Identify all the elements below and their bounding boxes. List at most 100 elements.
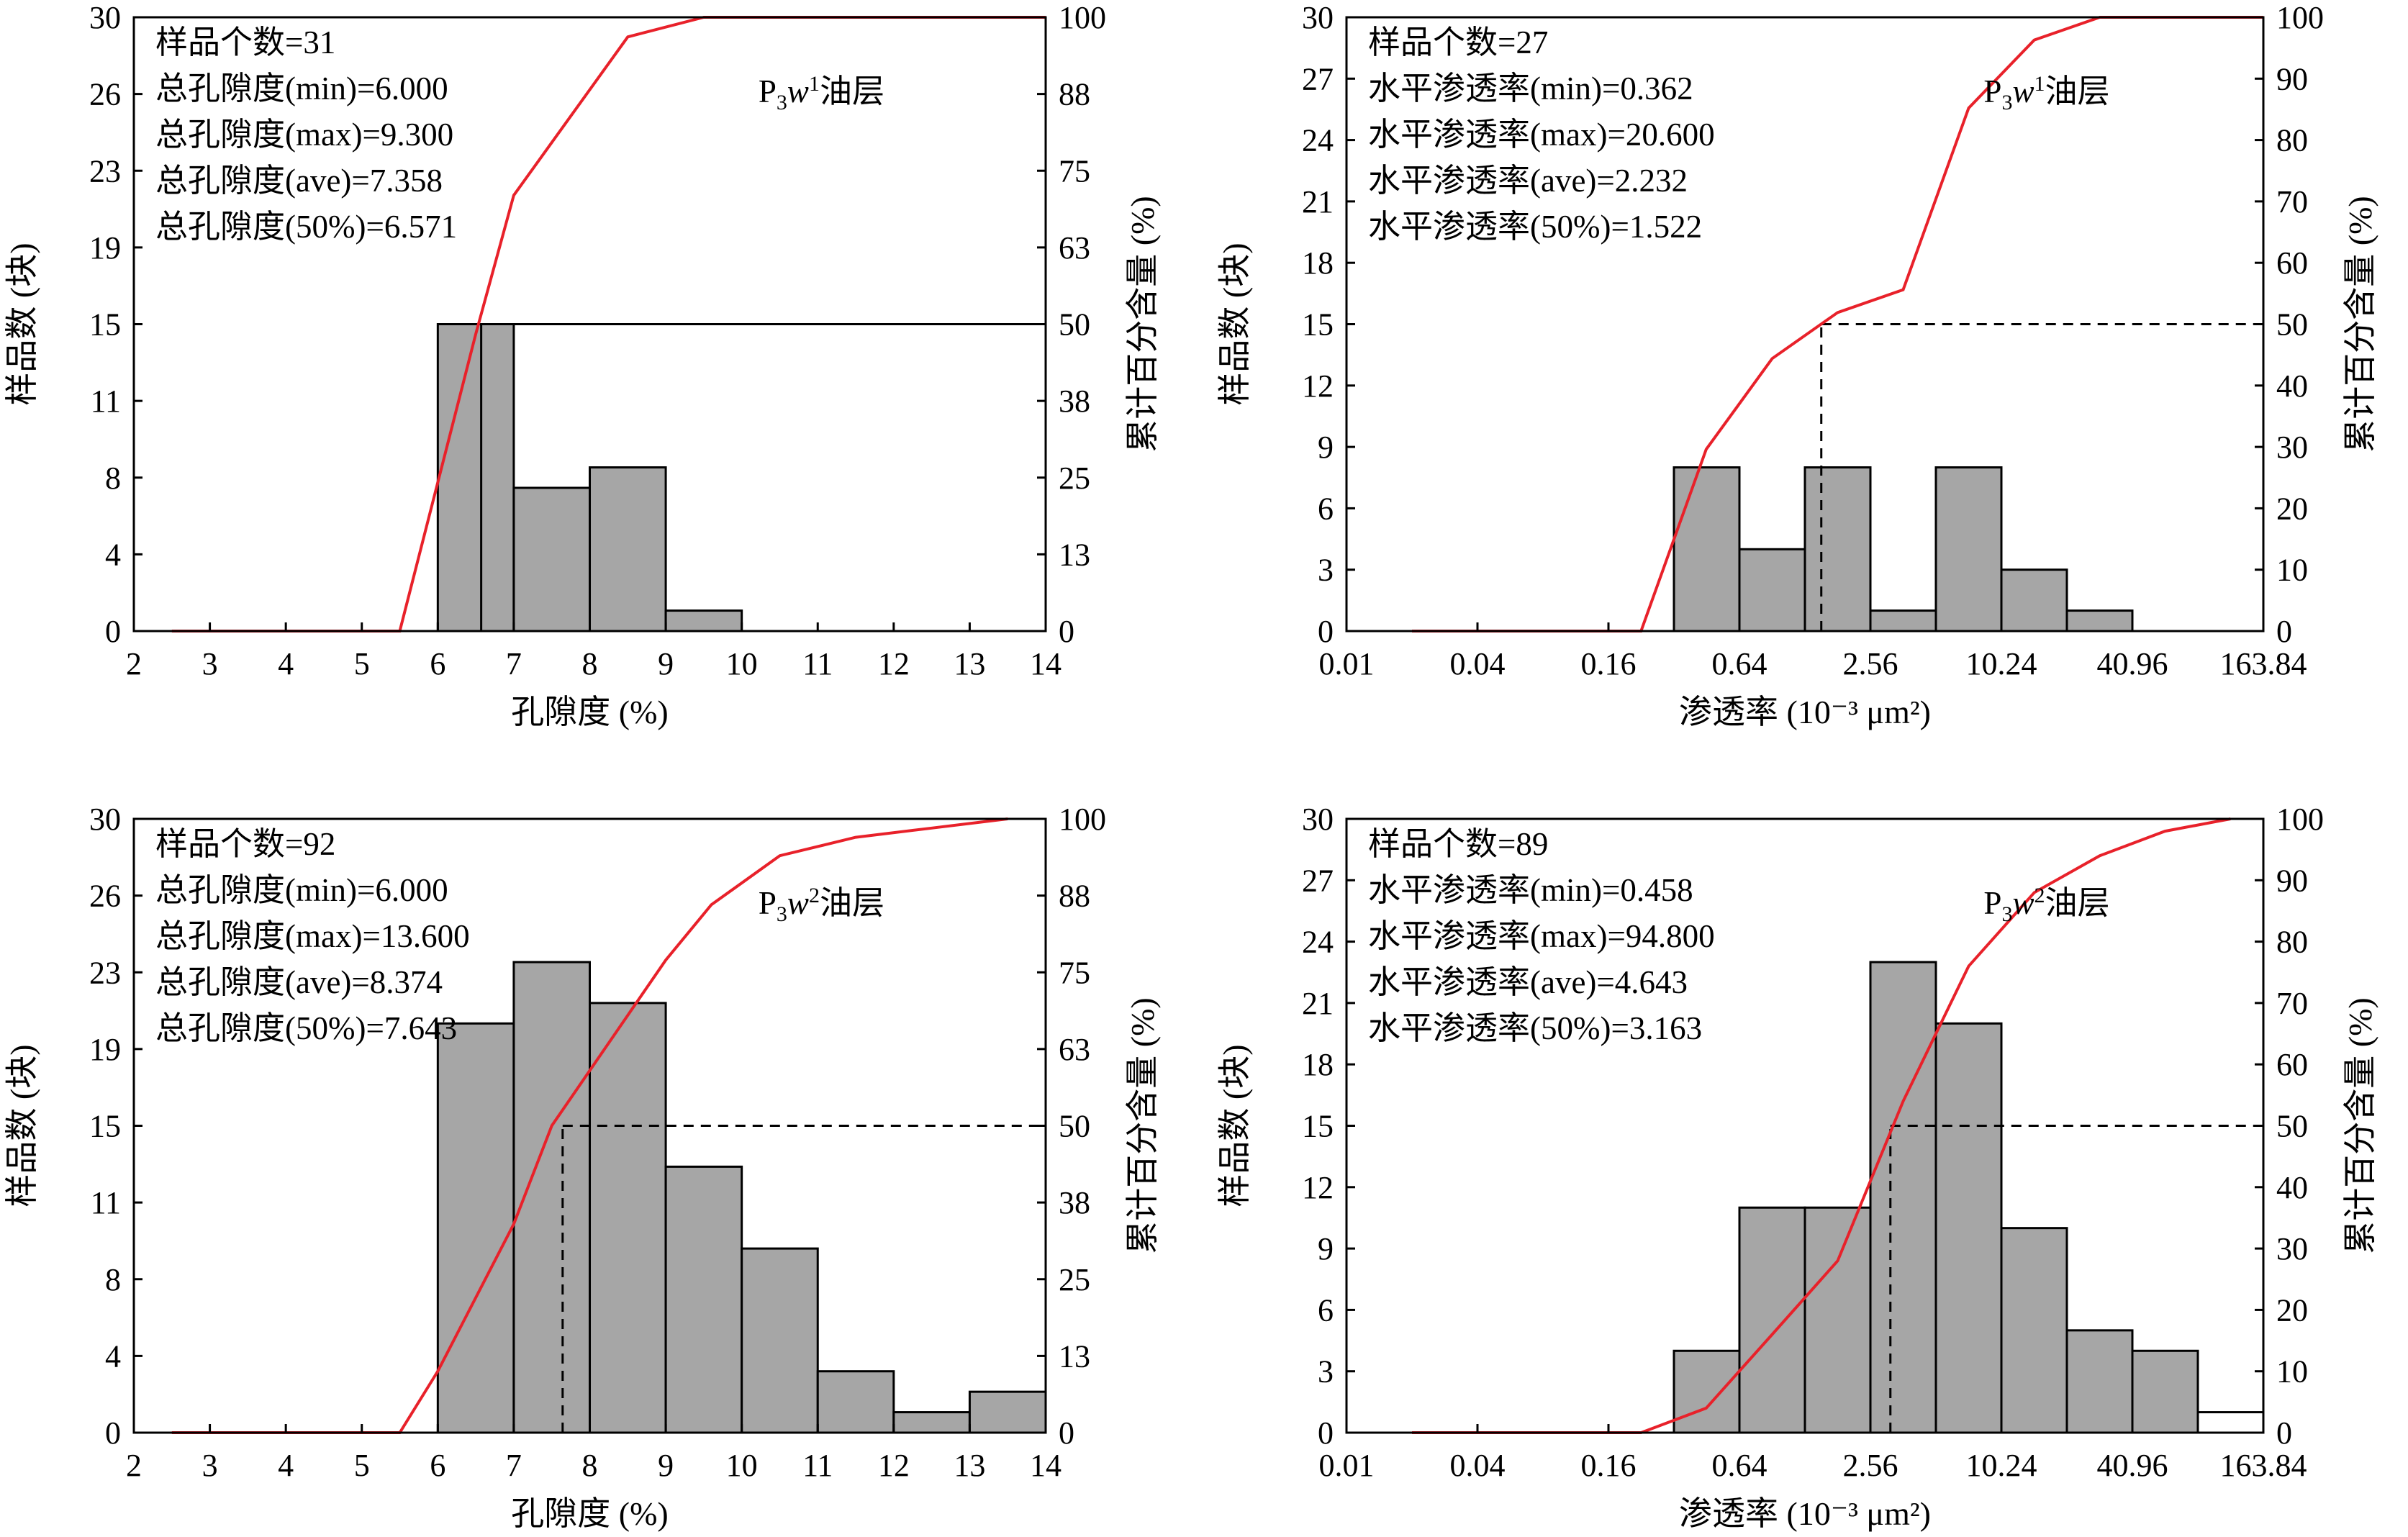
- y2-tick-label: 60: [2276, 1047, 2308, 1082]
- y2-tick-label: 100: [1059, 0, 1106, 35]
- stats-text: 水平渗透率(max)=20.600: [1368, 117, 1715, 153]
- y-tick-label: 3: [1318, 1354, 1334, 1389]
- y2-tick-label: 63: [1059, 1032, 1090, 1067]
- y2-tick-label: 100: [1059, 802, 1106, 837]
- y2-tick-label: 20: [2276, 1292, 2308, 1328]
- y-tick-label: 24: [1302, 925, 1334, 960]
- stats-text: 水平渗透率(max)=94.800: [1368, 918, 1715, 954]
- y-tick-label: 19: [89, 230, 121, 266]
- y2-tick-label: 70: [2276, 184, 2308, 219]
- x-tick-label: 4: [278, 1448, 294, 1483]
- x-tick-label: 8: [582, 646, 598, 681]
- y2-tick-label: 0: [1059, 614, 1074, 649]
- y-tick-label: 15: [89, 1109, 121, 1144]
- histogram-bar: [968, 1390, 1047, 1434]
- stats-text: 水平渗透率(50%)=3.163: [1368, 1010, 1702, 1046]
- x-tick-label: 7: [506, 646, 522, 681]
- stats-text: 总孔隙度(ave)=8.374: [155, 964, 443, 1000]
- stats-text: 总孔隙度(max)=9.300: [155, 117, 453, 153]
- stats-text: 样品个数=31: [155, 24, 335, 60]
- x-tick-label: 10: [726, 1448, 758, 1483]
- stats-text: 总孔隙度(50%)=6.571: [155, 209, 457, 245]
- x-tick-label: 10: [726, 646, 758, 681]
- chart-panel-p3: 2 3 4 5 6 7 8 9 10 11 12 13 140481115192326300132538…: [4, 802, 1161, 1532]
- histogram-bar: [2065, 1329, 2134, 1434]
- x-tick-label: 6: [430, 646, 445, 681]
- y2-tick-label: 40: [2276, 368, 2308, 404]
- x-tick-label: 7: [506, 1448, 522, 1483]
- y-tick-label: 21: [1302, 986, 1334, 1021]
- x-tick-label: 40.96: [2097, 646, 2168, 681]
- y-tick-label: 0: [105, 614, 121, 649]
- histogram-bar: [2131, 1349, 2199, 1434]
- x-tick-label: 163.84: [2220, 646, 2307, 681]
- y-tick-label: 27: [1302, 61, 1334, 96]
- y-axis-label: 样品数 (块): [4, 242, 40, 405]
- cumulative-curve: [171, 817, 1008, 1434]
- y2-tick-label: 50: [2276, 1109, 2308, 1144]
- histogram-bar: [436, 1022, 515, 1434]
- histogram-bar: [436, 323, 515, 633]
- y-tick-label: 15: [1302, 307, 1334, 343]
- x-tick-label: 2: [126, 1448, 142, 1483]
- y2-tick-label: 60: [2276, 245, 2308, 281]
- x-tick-label: 11: [802, 1448, 833, 1483]
- y-tick-label: 0: [1318, 614, 1334, 649]
- y-tick-label: 4: [105, 537, 121, 572]
- y-axis-label: 样品数 (块): [1216, 242, 1253, 405]
- stats-text: 总孔隙度(min)=6.000: [155, 872, 448, 908]
- x-tick-label: 0.16: [1581, 646, 1637, 681]
- y-tick-label: 4: [105, 1338, 121, 1374]
- y2-tick-label: 90: [2276, 863, 2308, 898]
- y-tick-label: 18: [1302, 245, 1334, 281]
- layer-label: P3w2油层: [1983, 884, 2109, 926]
- y-tick-label: 30: [89, 0, 121, 35]
- y2-tick-label: 100: [2276, 802, 2324, 837]
- layer-label: P3w1油层: [1983, 72, 2109, 114]
- chart-panel-p2: 0.01 0.04 0.16 0.64 2.56 10.24 40.96 163.840369…: [1216, 0, 2378, 730]
- stats-text: 样品个数=92: [155, 826, 335, 862]
- histogram-bar: [1934, 1022, 2003, 1434]
- y-tick-label: 3: [1318, 553, 1334, 588]
- histogram-bar: [664, 609, 743, 633]
- y-tick-label: 30: [1302, 0, 1334, 35]
- y2-tick-label: 10: [2276, 1354, 2308, 1389]
- histogram-bar: [1803, 466, 1872, 633]
- y-tick-label: 8: [105, 1262, 121, 1297]
- x-tick-label: 13: [954, 1448, 985, 1483]
- y-tick-label: 11: [91, 384, 121, 419]
- y-tick-label: 23: [89, 955, 121, 990]
- y-tick-label: 30: [89, 802, 121, 837]
- y2-tick-label: 50: [1059, 307, 1090, 343]
- y-tick-label: 0: [1318, 1415, 1334, 1451]
- y-tick-label: 23: [89, 153, 121, 189]
- stats-text: 总孔隙度(min)=6.000: [155, 71, 448, 106]
- y-tick-label: 8: [105, 461, 121, 496]
- y2-tick-label: 100: [2276, 0, 2324, 35]
- y-tick-label: 21: [1302, 184, 1334, 219]
- y2-tick-label: 70: [2276, 986, 2308, 1021]
- y2-tick-label: 0: [1059, 1415, 1074, 1451]
- x-axis-label: 孔隙度 (%): [511, 1495, 668, 1532]
- y2-tick-label: 38: [1059, 1185, 1090, 1220]
- chart-panel-p4: 0.01 0.04 0.16 0.64 2.56 10.24 40.96 163.840369…: [1216, 802, 2378, 1532]
- histogram-bar: [816, 1370, 895, 1434]
- x-tick-label: 0.16: [1581, 1448, 1637, 1483]
- layer-label: P3w2油层: [759, 884, 884, 926]
- stats-text: 水平渗透率(min)=0.458: [1368, 872, 1693, 908]
- x-tick-label: 5: [354, 646, 370, 681]
- x-tick-label: 8: [582, 1448, 598, 1483]
- y2-tick-label: 20: [2276, 491, 2308, 526]
- y-tick-label: 15: [89, 307, 121, 343]
- x-tick-label: 6: [430, 1448, 445, 1483]
- histogram-bar: [664, 1165, 743, 1434]
- histogram-bar: [512, 486, 592, 633]
- x-tick-label: 9: [658, 646, 674, 681]
- y-tick-label: 12: [1302, 1170, 1334, 1205]
- y-tick-label: 9: [1318, 430, 1334, 465]
- y-tick-label: 19: [89, 1032, 121, 1067]
- layer-label: P3w1油层: [759, 72, 884, 114]
- histogram-bar: [2000, 1227, 2068, 1434]
- y-tick-label: 30: [1302, 802, 1334, 837]
- x-tick-label: 12: [878, 1448, 910, 1483]
